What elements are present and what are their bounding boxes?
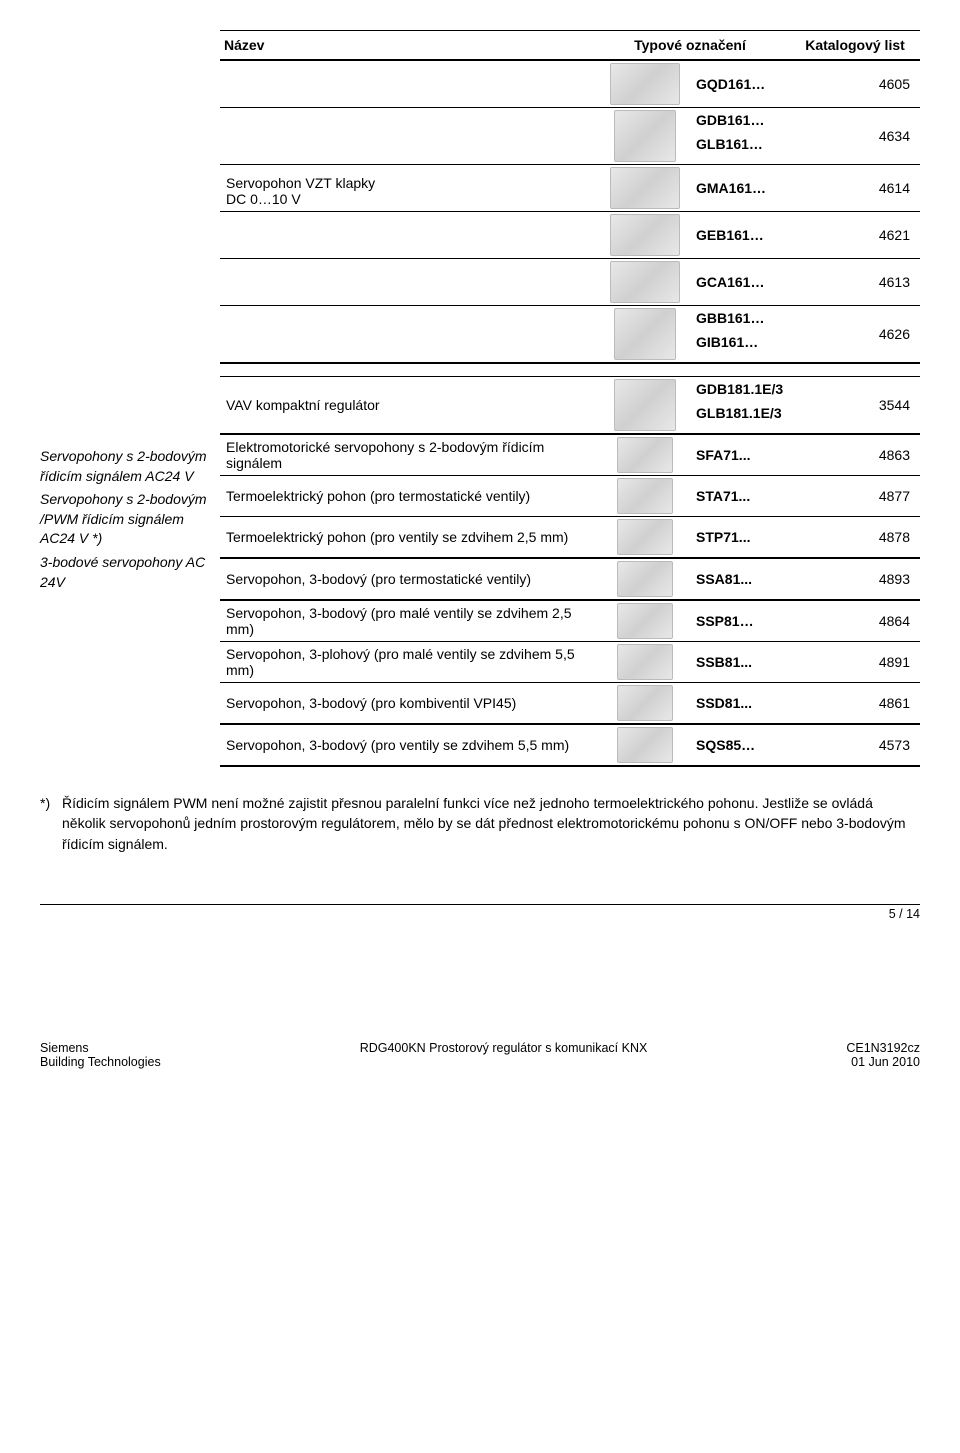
type-designation: GLB181.1E/3 bbox=[690, 401, 830, 425]
footer-left-1: Siemens bbox=[40, 1041, 161, 1055]
product-image bbox=[600, 476, 690, 516]
product-image bbox=[600, 108, 690, 164]
table-row: Elektromotorické servopohony s 2-bodovým… bbox=[220, 435, 920, 476]
type-designation: GIB161… bbox=[690, 330, 830, 354]
row-name bbox=[220, 259, 600, 305]
product-image bbox=[600, 683, 690, 723]
table-row: Servopohon, 3-plohový (pro malé ventily … bbox=[220, 642, 920, 683]
row-name: Termoelektrický pohon (pro ventily se zd… bbox=[220, 517, 600, 557]
footnote-marker: *) bbox=[40, 793, 62, 854]
product-image bbox=[600, 306, 690, 362]
page-number: 5 / 14 bbox=[40, 904, 920, 921]
row-name: Servopohon, 3-plohový (pro malé ventily … bbox=[220, 642, 600, 682]
footer-left-2: Building Technologies bbox=[40, 1055, 161, 1069]
product-image bbox=[600, 435, 690, 475]
product-image bbox=[600, 601, 690, 641]
table-row: GCA161… 4613 bbox=[220, 259, 920, 306]
footnote: *) Řídicím signálem PWM není možné zajis… bbox=[40, 793, 920, 854]
catalog-number: 4614 bbox=[830, 165, 920, 211]
type-designation: GBB161… bbox=[690, 306, 830, 330]
catalog-number: 4621 bbox=[830, 212, 920, 258]
type-designation: STP71... bbox=[690, 517, 830, 557]
row-name bbox=[220, 306, 600, 362]
footer-right-1: CE1N3192cz bbox=[846, 1041, 920, 1055]
catalog-number: 4613 bbox=[830, 259, 920, 305]
product-image bbox=[600, 259, 690, 305]
table-row: VAV kompaktní regulátor GDB181.1E/3 GLB1… bbox=[220, 376, 920, 435]
row-name: Termoelektrický pohon (pro termostatické… bbox=[220, 476, 600, 516]
catalog-number: 4878 bbox=[830, 517, 920, 557]
table-row: Termoelektrický pohon (pro termostatické… bbox=[220, 476, 920, 517]
row-name: Servopohon, 3-bodový (pro kombiventil VP… bbox=[220, 683, 600, 723]
product-image bbox=[600, 61, 690, 107]
type-designation: GDB181.1E/3 bbox=[690, 377, 830, 401]
table-row: GQD161… 4605 bbox=[220, 61, 920, 108]
row-name: VAV kompaktní regulátor bbox=[220, 377, 600, 433]
row-name: Servopohon, 3-bodový (pro termostatické … bbox=[220, 559, 600, 599]
table-row: Servopohon, 3-bodový (pro ventily se zdv… bbox=[220, 725, 920, 767]
header-name: Název bbox=[220, 31, 590, 59]
footer-right-2: 01 Jun 2010 bbox=[846, 1055, 920, 1069]
row-name: Servopohon VZT klapky DC 0…10 V bbox=[220, 165, 381, 255]
row-name: Elektromotorické servopohony s 2-bodovým… bbox=[220, 435, 600, 475]
type-designation: GQD161… bbox=[690, 61, 830, 107]
type-designation: STA71... bbox=[690, 476, 830, 516]
catalog-number: 4605 bbox=[830, 61, 920, 107]
catalog-number: 4626 bbox=[830, 306, 920, 362]
type-designation: GMA161… bbox=[690, 165, 830, 211]
catalog-number: 4891 bbox=[830, 642, 920, 682]
table-row: GBB161… GIB161… 4626 bbox=[220, 306, 920, 364]
type-designation: SQS85… bbox=[690, 725, 830, 765]
catalog-number: 4893 bbox=[830, 559, 920, 599]
type-designation: SSD81... bbox=[690, 683, 830, 723]
catalog-number: 3544 bbox=[830, 377, 920, 433]
row-name: Servopohon, 3-bodový (pro ventily se zdv… bbox=[220, 725, 600, 765]
type-designation: GDB161… bbox=[690, 108, 830, 132]
catalog-number: 4863 bbox=[830, 435, 920, 475]
product-image bbox=[600, 212, 690, 258]
type-designation: GCA161… bbox=[690, 259, 830, 305]
catalog-number: 4573 bbox=[830, 725, 920, 765]
table-row: GDB161… GLB161… 4634 bbox=[220, 108, 920, 165]
side-note-line: 3-bodové servopohony AC 24V bbox=[40, 553, 212, 592]
type-designation: SSB81... bbox=[690, 642, 830, 682]
side-note-line: Servopohony s 2-bodovým /PWM řídicím sig… bbox=[40, 490, 212, 549]
type-designation: SSP81… bbox=[690, 601, 830, 641]
type-designation: GEB161… bbox=[690, 212, 830, 258]
product-image bbox=[600, 517, 690, 557]
header-type: Typové označení bbox=[590, 31, 790, 59]
catalog-number: 4634 bbox=[830, 108, 920, 164]
table-row: Servopohon, 3-bodový (pro termostatické … bbox=[220, 559, 920, 601]
footnote-text: Řídicím signálem PWM není možné zajistit… bbox=[62, 793, 920, 854]
row-name bbox=[220, 108, 600, 164]
page-footer: Siemens Building Technologies RDG400KN P… bbox=[40, 1041, 920, 1069]
table-row: Servopohon, 3-bodový (pro malé ventily s… bbox=[220, 601, 920, 642]
product-image bbox=[600, 725, 690, 765]
side-notes: Servopohony s 2-bodovým řídicím signálem… bbox=[40, 435, 220, 767]
product-image bbox=[600, 642, 690, 682]
product-image bbox=[600, 377, 690, 433]
table-row: Servopohon, 3-bodový (pro kombiventil VP… bbox=[220, 683, 920, 725]
header-catalog: Katalogový list bbox=[790, 31, 920, 59]
row-name: Servopohon, 3-bodový (pro malé ventily s… bbox=[220, 601, 600, 641]
product-image bbox=[600, 165, 690, 211]
catalog-number: 4877 bbox=[830, 476, 920, 516]
type-designation: SFA71... bbox=[690, 435, 830, 475]
catalog-number: 4864 bbox=[830, 601, 920, 641]
table-row: Servopohon VZT klapky DC 0…10 V GMA161… … bbox=[220, 165, 920, 212]
row-name bbox=[220, 61, 600, 107]
type-designation: SSA81... bbox=[690, 559, 830, 599]
product-image bbox=[600, 559, 690, 599]
type-designation: GLB161… bbox=[690, 132, 830, 156]
catalog-number: 4861 bbox=[830, 683, 920, 723]
table-row: Termoelektrický pohon (pro ventily se zd… bbox=[220, 517, 920, 559]
side-note-line: Servopohony s 2-bodovým řídicím signálem… bbox=[40, 447, 212, 486]
footer-center: RDG400KN Prostorový regulátor s komunika… bbox=[360, 1041, 648, 1069]
table-header: Název Typové označení Katalogový list bbox=[220, 30, 920, 61]
